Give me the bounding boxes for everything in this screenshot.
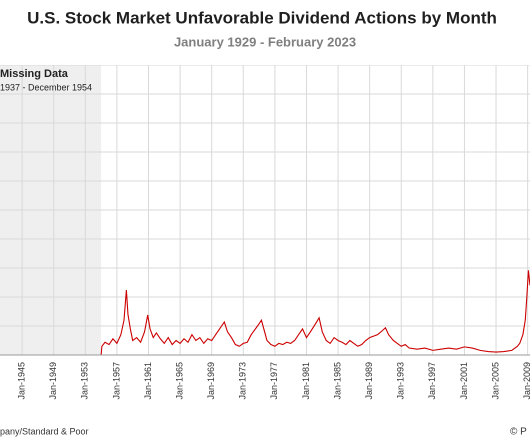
- x-tick-label: Jan-1977: [269, 362, 279, 400]
- source: pany/Standard & Poor: [0, 426, 89, 436]
- annotation-text: 1937 - December 1954: [0, 82, 92, 92]
- plot-area: [0, 65, 530, 355]
- x-tick-label: Jan-1965: [174, 362, 184, 400]
- x-tick-label: Jan-2001: [459, 362, 469, 400]
- x-tick-label: Jan-1961: [143, 362, 153, 400]
- x-tick-label: Jan-2005: [490, 362, 500, 400]
- x-tick-label: Jan-1969: [206, 362, 216, 400]
- annotation-title: Missing Data: [0, 68, 69, 80]
- x-tick-label: Jan-1949: [48, 362, 58, 400]
- x-tick-label: Jan-2009: [522, 362, 530, 400]
- x-tick-label: Jan-1997: [427, 362, 437, 400]
- data-line: [0, 270, 530, 355]
- chart-title: U.S. Stock Market Unfavorable Dividend A…: [27, 8, 497, 27]
- credit: © P: [510, 427, 527, 438]
- x-tick-label: Jan-1945: [16, 362, 26, 400]
- x-tick-label: Jan-1985: [332, 362, 342, 400]
- x-tick-label: Jan-1993: [396, 362, 406, 400]
- x-tick-label: Jan-1957: [111, 362, 121, 400]
- x-tick-label: Jan-1981: [301, 362, 311, 400]
- x-tick-label: Jan-1989: [364, 362, 374, 400]
- x-tick-label: Jan-1973: [238, 362, 248, 400]
- chart-subtitle: January 1929 - February 2023: [174, 34, 356, 49]
- x-tick-label: Jan-1953: [80, 362, 90, 400]
